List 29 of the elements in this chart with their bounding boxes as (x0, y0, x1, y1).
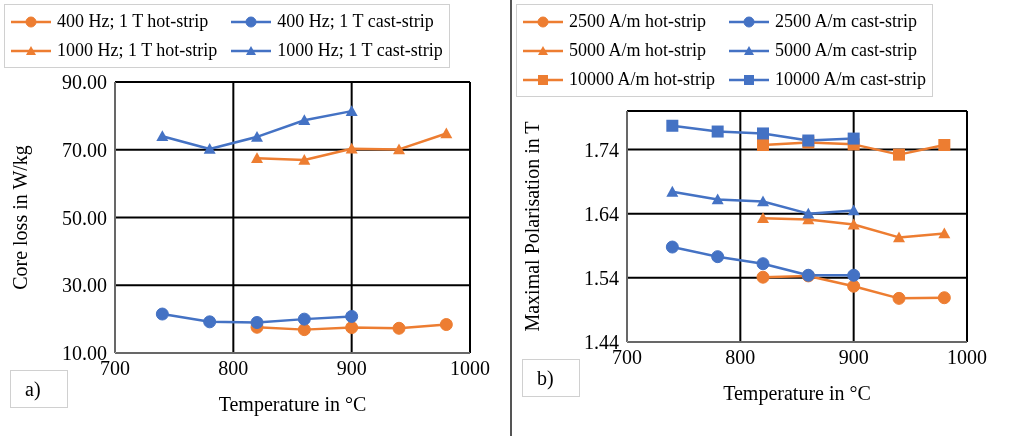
x-tick-label: 800 (725, 346, 756, 369)
text: a) (10, 370, 68, 408)
legend-label: 10000 A/m cast-strip (775, 69, 927, 90)
legend-label: 5000 A/m cast-strip (775, 40, 918, 61)
y-tick-label: 30.00 (62, 274, 107, 297)
y-axis-title: Maximal Polarisation in T (521, 121, 544, 332)
y-tick-label: 90.00 (62, 71, 107, 94)
y-tick-label: 50.00 (62, 206, 107, 229)
x-tick-label: 900 (336, 357, 367, 380)
y-tick-label: 1.64 (584, 202, 619, 225)
y-axis-title: Core loss in W/kg (9, 145, 33, 290)
legend-label: 1000 Hz; 1 T hot-strip (57, 40, 218, 61)
legend-label: 400 Hz; 1 T hot-strip (57, 11, 209, 32)
x-tick-label: 800 (218, 357, 249, 380)
legend-label: 2500 A/m hot-strip (569, 11, 707, 32)
y-tick-label: 70.00 (62, 138, 107, 161)
x-axis-title: Temperature in °C (723, 382, 871, 405)
text: b) (522, 359, 580, 397)
legend-label: 5000 A/m hot-strip (569, 40, 707, 61)
y-tick-label: 1.54 (584, 266, 619, 289)
y-tick-label: 1.74 (584, 138, 619, 161)
legend-label: 1000 Hz; 1 T cast-strip (277, 40, 443, 61)
legend-label: 10000 A/m hot-strip (569, 69, 716, 90)
x-tick-label: 1000 (947, 346, 987, 369)
x-axis-title: Temperature in °C (218, 393, 367, 416)
legend-label: 2500 A/m cast-strip (775, 11, 918, 32)
x-tick-label: 900 (838, 346, 869, 369)
x-tick-label: 1000 (450, 357, 490, 380)
legend-label: 400 Hz; 1 T cast-strip (277, 11, 434, 32)
